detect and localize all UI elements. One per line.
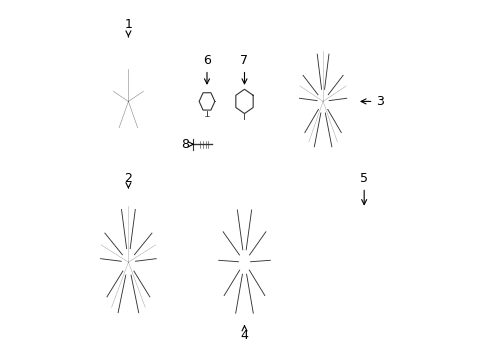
Text: 3: 3 xyxy=(360,95,384,108)
Text: 5: 5 xyxy=(360,172,367,204)
Text: 2: 2 xyxy=(124,172,132,188)
Text: 8: 8 xyxy=(181,138,193,151)
Text: 7: 7 xyxy=(240,54,248,84)
Text: 6: 6 xyxy=(203,54,210,84)
Text: 1: 1 xyxy=(124,18,132,37)
Text: 4: 4 xyxy=(240,326,248,342)
